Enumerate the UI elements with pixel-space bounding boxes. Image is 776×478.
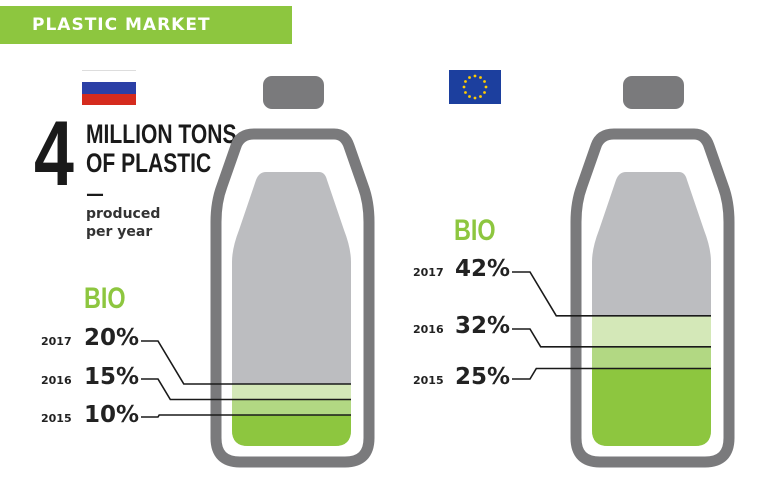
eu-star — [479, 95, 482, 98]
bio-label-russia: BIO — [84, 282, 126, 315]
headline-line-1: MILLION TONS — [86, 119, 237, 149]
eu-star — [464, 91, 467, 94]
bio-fill-bar — [232, 415, 351, 446]
bio-fill-bar — [592, 368, 711, 446]
bottle-eu — [512, 76, 735, 468]
eu-star — [462, 85, 466, 89]
percent-label: 32% — [455, 313, 511, 339]
eu-star — [473, 96, 477, 100]
eu-star — [483, 80, 486, 83]
headline-subtext: produced per year — [86, 205, 196, 241]
subtext-line-2: per year — [86, 224, 153, 240]
year-label: 2017 — [41, 335, 72, 348]
year-label: 2016 — [413, 323, 444, 336]
percent-label: 25% — [455, 364, 511, 390]
eu-star — [464, 80, 467, 83]
percent-label: 20% — [84, 325, 140, 351]
headline-text: MILLION TONS OF PLASTIC — [86, 120, 237, 178]
eu-star — [484, 85, 488, 89]
eu-star — [479, 76, 482, 79]
subtext-line-1: produced — [86, 206, 161, 222]
leader-line — [141, 414, 351, 418]
eu-star — [468, 76, 471, 79]
bottle-cap — [263, 76, 324, 109]
headline-number: 4 — [34, 103, 74, 205]
eu-stars — [462, 74, 488, 100]
eu-star — [473, 74, 477, 78]
russian-flag-icon — [82, 70, 136, 105]
eu-star — [468, 95, 471, 98]
bottle-cap — [623, 76, 684, 109]
percent-label: 15% — [84, 364, 140, 390]
leader-line — [141, 340, 351, 385]
eu-flag-icon — [449, 70, 501, 104]
bottle-russia — [141, 76, 375, 468]
leader-line — [141, 378, 351, 401]
bottle-inner — [232, 172, 351, 446]
percent-label: 42% — [455, 256, 511, 282]
year-label: 2015 — [413, 374, 444, 387]
section-banner: PLASTIC MARKET — [0, 6, 292, 44]
percent-label: 10% — [84, 402, 140, 428]
year-label: 2015 — [41, 412, 72, 425]
section-title: PLASTIC MARKET — [32, 15, 211, 35]
year-label: 2016 — [41, 374, 72, 387]
leader-line — [512, 271, 711, 317]
headline-line-2: OF PLASTIC — [86, 148, 212, 178]
leader-line — [512, 328, 711, 348]
bio-label-eu: BIO — [454, 214, 496, 247]
year-label: 2017 — [413, 266, 444, 279]
headline-dash: — — [86, 184, 104, 205]
leader-line — [512, 367, 711, 380]
eu-star — [483, 91, 486, 94]
